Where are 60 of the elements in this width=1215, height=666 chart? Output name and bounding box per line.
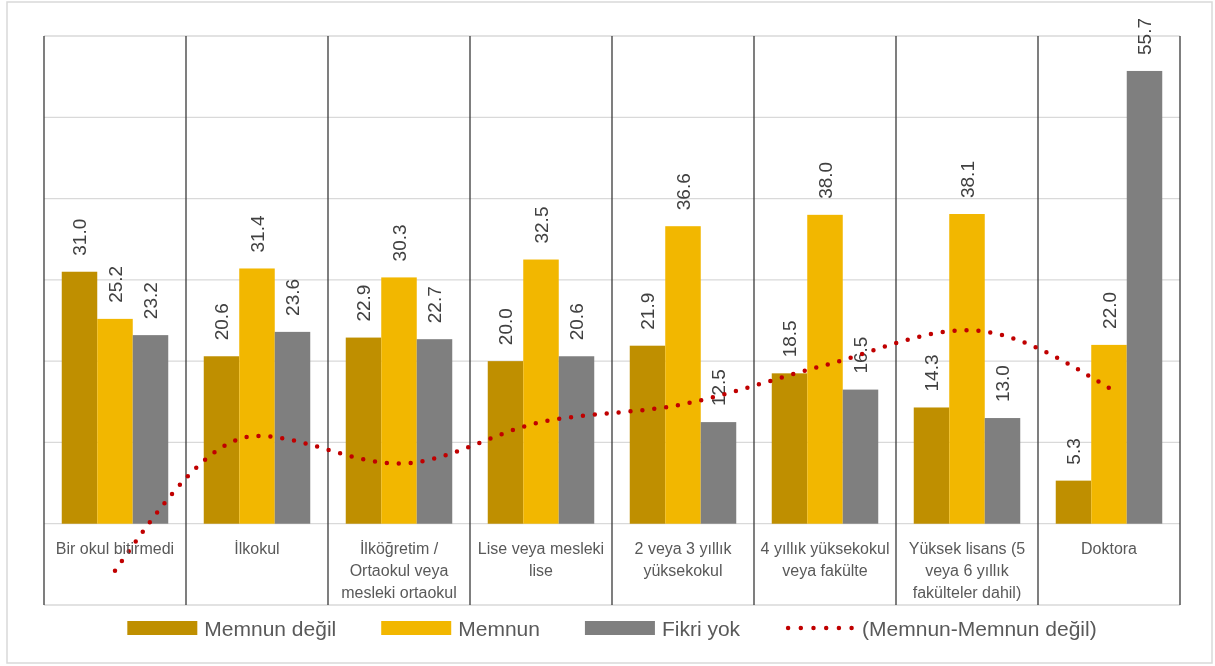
x-tick-label: Doktora: [1080, 539, 1138, 557]
data-label: 22.9: [353, 284, 374, 322]
data-label: 38.0: [814, 161, 836, 199]
bar: [61, 271, 98, 524]
bar: [132, 335, 169, 524]
bar: [771, 373, 808, 524]
bar: [1055, 480, 1092, 524]
legend-label: (Memnun-Memnun değil): [862, 616, 1097, 640]
data-label: 5.3: [1063, 438, 1084, 465]
bar: [381, 277, 417, 524]
bar: [558, 356, 595, 524]
data-label: 25.2: [104, 265, 126, 303]
legend-label: Memnun: [458, 616, 540, 640]
bar: [807, 214, 843, 524]
data-label: 16.5: [850, 336, 871, 374]
data-label: 22.0: [1098, 291, 1120, 329]
data-label: 14.3: [921, 354, 942, 392]
data-label: 32.5: [530, 206, 552, 244]
x-tick-label: İlkokul: [234, 538, 280, 557]
data-label: 12.5: [708, 369, 729, 407]
x-tick-label: Bir okul bitirmedi: [55, 539, 175, 557]
legend-label: Fikri yok: [661, 616, 741, 640]
x-tick-label: Yüksek lisans (5 veya 6 yıllık fakülteler dahil): [908, 539, 1026, 601]
x-tick-label: 2 veya 3 yıllık yüksekokul: [634, 539, 733, 579]
bar: [700, 422, 737, 524]
bar: [97, 318, 133, 524]
data-label: 31.4: [246, 215, 268, 253]
data-label: 55.7: [1134, 17, 1155, 55]
data-label: 18.5: [779, 320, 800, 358]
x-tick-label: 4 yıllık yüksekokul veya fakülte: [760, 539, 890, 579]
bar: [629, 345, 666, 524]
data-label: 36.6: [672, 173, 694, 211]
bar: [274, 331, 311, 524]
data-label: 31.0: [69, 218, 90, 256]
bar: [239, 268, 275, 524]
bar: [913, 407, 950, 524]
data-label: 30.3: [388, 224, 410, 262]
data-label: 20.6: [211, 303, 232, 341]
data-label: 38.1: [956, 161, 978, 199]
data-label: 23.6: [282, 278, 303, 316]
bar: [665, 226, 701, 524]
bar: [487, 361, 524, 524]
x-tick-label: İlköğretim / Ortaokul veya mesleki ortaokul: [341, 538, 457, 601]
data-label: 21.9: [637, 292, 658, 330]
data-label: 22.7: [424, 286, 445, 324]
bar: [842, 389, 879, 524]
data-label: 23.2: [140, 282, 161, 320]
bar: [949, 214, 985, 524]
x-tick-label: Lise veya mesleki lise: [477, 539, 605, 579]
bar: [416, 339, 453, 524]
bar: [1126, 70, 1163, 524]
legend-label: Memnun değil: [204, 616, 337, 640]
data-label: 20.6: [566, 303, 587, 341]
data-label: 20.0: [495, 308, 516, 346]
bar: [523, 259, 559, 524]
data-label: 13.0: [992, 365, 1013, 403]
bar: [1091, 344, 1127, 524]
bar: [203, 356, 240, 524]
bar: [345, 337, 382, 524]
bar: [984, 418, 1021, 524]
